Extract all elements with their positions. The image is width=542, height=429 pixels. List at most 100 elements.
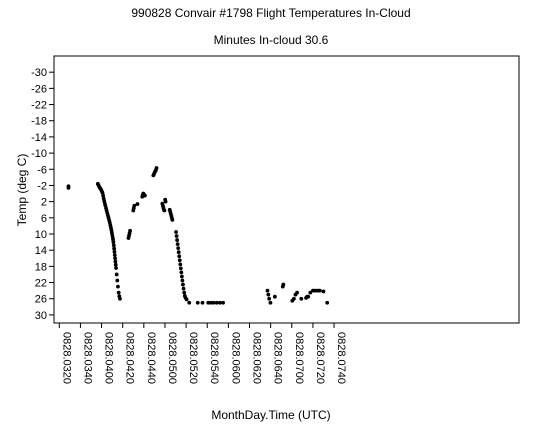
data-point — [218, 300, 222, 305]
data-point — [174, 234, 179, 238]
y-tick-label: -26 — [31, 83, 47, 95]
data-point — [175, 238, 180, 242]
data-point — [115, 278, 120, 283]
data-point — [142, 193, 147, 198]
y-tick-label: 26 — [35, 294, 47, 306]
x-axis-label: MonthDay.Time (UTC) — [211, 408, 330, 422]
data-point — [209, 300, 213, 305]
x-tick-label: 0828.0500 — [166, 332, 178, 384]
y-tick-label: -2 — [37, 180, 47, 192]
y-tick-label: 14 — [35, 245, 47, 257]
y-tick-label: 2 — [41, 197, 47, 209]
plot-frame — [53, 55, 520, 324]
data-point — [214, 300, 219, 305]
data-point — [325, 300, 330, 305]
data-point — [178, 266, 183, 271]
data-point — [132, 203, 137, 208]
data-point — [112, 253, 117, 257]
data-point — [181, 282, 185, 287]
data-point — [113, 259, 118, 264]
data-point — [306, 294, 311, 299]
data-point — [176, 250, 181, 255]
data-point — [118, 296, 122, 301]
data-point — [174, 230, 178, 234]
data-points — [66, 166, 330, 305]
data-point — [295, 290, 299, 295]
data-point — [113, 256, 117, 261]
data-point — [211, 300, 216, 305]
data-point — [266, 292, 271, 297]
data-point — [200, 300, 205, 305]
data-point — [265, 288, 270, 293]
data-point — [187, 300, 192, 305]
x-axis: 0828.0320 0828.0340 0828.0400 0828.0420 0828… — [58, 323, 347, 384]
y-tick-label: -14 — [31, 132, 47, 144]
x-tick-label: 0828.0740 — [335, 332, 347, 384]
data-point — [291, 296, 296, 301]
data-point — [112, 249, 117, 254]
y-axis-label: Temp (deg C) — [15, 154, 29, 227]
data-point — [154, 166, 159, 170]
data-point — [176, 246, 181, 251]
data-point — [182, 290, 187, 295]
x-tick-label: 0828.0400 — [103, 332, 115, 384]
data-point — [114, 266, 118, 270]
y-tick-label: 22 — [35, 278, 47, 290]
x-tick-label: 0828.0600 — [229, 332, 241, 384]
data-point — [112, 246, 117, 251]
data-point — [206, 300, 211, 305]
y-tick-label: -6 — [37, 164, 47, 176]
x-tick-label: 0828.0340 — [81, 332, 93, 384]
x-tick-label: 0828.0420 — [124, 332, 136, 384]
data-point — [100, 190, 105, 195]
data-point — [111, 240, 116, 244]
x-tick-label: 0828.0520 — [187, 332, 199, 384]
data-point — [116, 290, 121, 295]
data-point — [128, 228, 132, 233]
data-point — [177, 258, 182, 263]
data-point — [317, 288, 322, 293]
data-point — [178, 262, 183, 267]
y-tick-label: -10 — [31, 148, 47, 160]
data-point — [321, 289, 326, 294]
data-point — [184, 297, 189, 302]
y-tick-label: -30 — [31, 67, 47, 79]
chart-title: 990828 Convair #1798 Flight Temperatures… — [131, 6, 410, 20]
y-tick-label: 6 — [41, 213, 47, 225]
data-point — [180, 278, 185, 283]
data-point — [179, 270, 184, 275]
data-point — [162, 208, 167, 213]
data-point — [66, 185, 71, 190]
data-point — [177, 254, 182, 259]
data-point — [195, 300, 200, 305]
x-tick-label: 0828.0440 — [145, 332, 157, 384]
data-point — [181, 286, 186, 291]
x-tick-label: 0828.0640 — [272, 332, 284, 384]
data-point — [116, 284, 120, 289]
data-point — [272, 294, 277, 299]
data-point — [175, 242, 180, 247]
data-point — [135, 202, 140, 206]
y-tick-label: -18 — [31, 116, 47, 128]
data-point — [299, 296, 304, 301]
data-point — [221, 300, 225, 305]
data-point — [281, 282, 286, 287]
data-point — [163, 199, 168, 204]
data-point — [308, 290, 313, 295]
data-point — [101, 193, 106, 198]
y-tick-label: 10 — [35, 229, 47, 241]
x-tick-label: 0828.0620 — [251, 332, 263, 384]
x-tick-label: 0828.0700 — [293, 332, 305, 384]
y-tick-label: -22 — [31, 100, 47, 112]
x-tick-label: 0828.0720 — [314, 332, 326, 384]
data-point — [179, 274, 184, 279]
x-tick-label: 0828.0320 — [60, 332, 72, 384]
chart-subtitle: Minutes In-cloud 30.6 — [214, 33, 329, 47]
y-tick-label: 18 — [35, 261, 47, 273]
data-point — [113, 262, 118, 267]
data-point — [267, 296, 272, 301]
data-point — [170, 217, 175, 222]
y-tick-label: 30 — [35, 310, 47, 322]
